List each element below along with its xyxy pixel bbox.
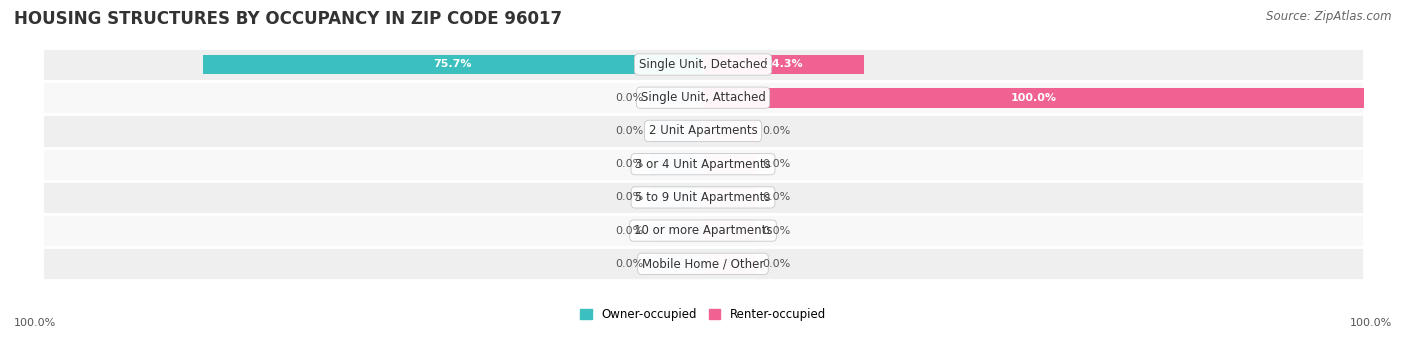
Bar: [703, 54, 863, 75]
Text: 0.0%: 0.0%: [762, 259, 790, 269]
Text: Single Unit, Detached: Single Unit, Detached: [638, 58, 768, 71]
Text: 0.0%: 0.0%: [762, 226, 790, 236]
Bar: [650, 88, 703, 108]
Bar: [202, 54, 703, 75]
Bar: [42, 114, 1364, 147]
Legend: Owner-occupied, Renter-occupied: Owner-occupied, Renter-occupied: [575, 303, 831, 326]
Bar: [42, 181, 1364, 214]
Text: 0.0%: 0.0%: [616, 259, 644, 269]
Text: 3 or 4 Unit Apartments: 3 or 4 Unit Apartments: [636, 158, 770, 171]
Text: 5 to 9 Unit Apartments: 5 to 9 Unit Apartments: [636, 191, 770, 204]
Text: HOUSING STRUCTURES BY OCCUPANCY IN ZIP CODE 96017: HOUSING STRUCTURES BY OCCUPANCY IN ZIP C…: [14, 10, 562, 28]
Bar: [650, 221, 703, 240]
Bar: [703, 121, 756, 141]
Text: 10 or more Apartments: 10 or more Apartments: [634, 224, 772, 237]
Text: 0.0%: 0.0%: [616, 193, 644, 202]
Bar: [703, 88, 1364, 108]
Bar: [42, 247, 1364, 280]
Text: 100.0%: 100.0%: [1011, 93, 1056, 103]
Bar: [703, 154, 756, 174]
Text: 24.3%: 24.3%: [763, 60, 803, 69]
Bar: [650, 154, 703, 174]
Bar: [42, 214, 1364, 247]
Bar: [650, 254, 703, 274]
Bar: [703, 221, 756, 240]
Bar: [42, 48, 1364, 81]
Text: 0.0%: 0.0%: [762, 159, 790, 169]
Text: 0.0%: 0.0%: [616, 159, 644, 169]
Text: Mobile Home / Other: Mobile Home / Other: [641, 257, 765, 270]
Bar: [703, 187, 756, 207]
Text: Single Unit, Attached: Single Unit, Attached: [641, 91, 765, 104]
Text: 0.0%: 0.0%: [762, 193, 790, 202]
Text: 100.0%: 100.0%: [14, 318, 56, 328]
Bar: [703, 254, 756, 274]
Bar: [650, 121, 703, 141]
Text: 0.0%: 0.0%: [762, 126, 790, 136]
Bar: [650, 187, 703, 207]
Text: Source: ZipAtlas.com: Source: ZipAtlas.com: [1267, 10, 1392, 23]
Text: 100.0%: 100.0%: [1350, 318, 1392, 328]
Bar: [42, 81, 1364, 114]
Text: 2 Unit Apartments: 2 Unit Apartments: [648, 124, 758, 137]
Text: 0.0%: 0.0%: [616, 93, 644, 103]
Text: 0.0%: 0.0%: [616, 226, 644, 236]
Text: 75.7%: 75.7%: [433, 60, 472, 69]
Text: 0.0%: 0.0%: [616, 126, 644, 136]
Bar: [42, 147, 1364, 181]
